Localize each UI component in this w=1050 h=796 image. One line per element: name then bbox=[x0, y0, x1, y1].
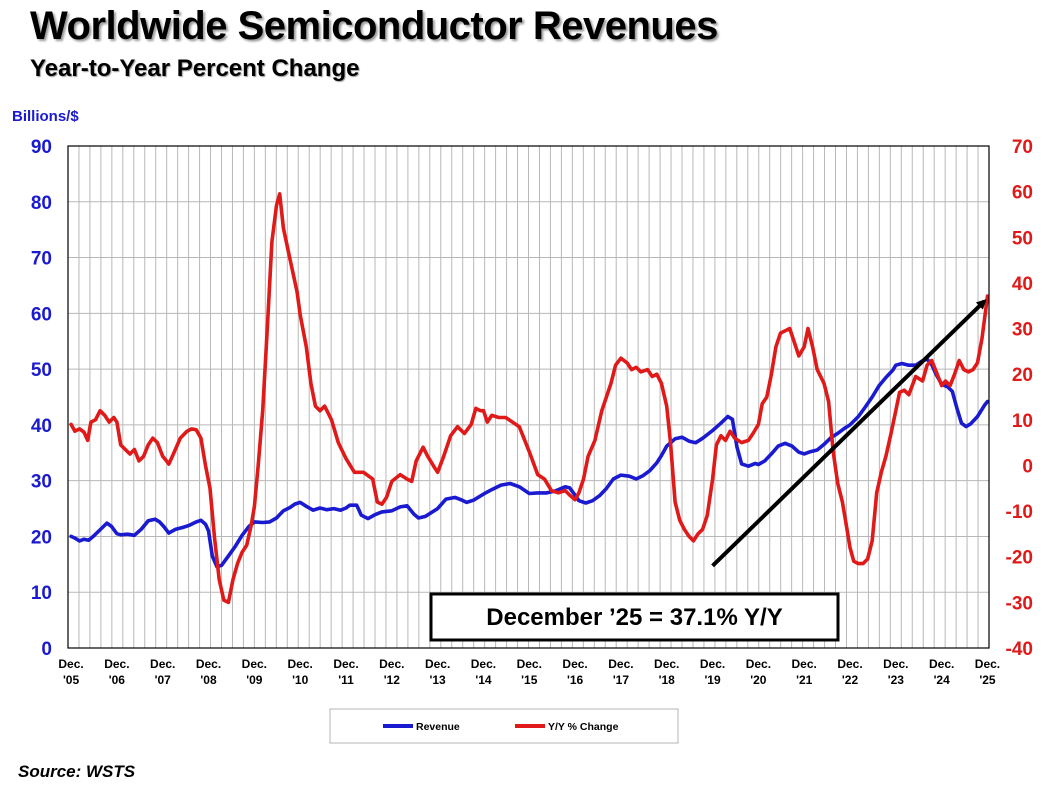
y-right-tick-label: 40 bbox=[1012, 274, 1033, 295]
x-tick-label: Dec. bbox=[58, 657, 83, 671]
x-tick-label: '14 bbox=[475, 673, 492, 687]
plot-frame bbox=[67, 145, 990, 649]
x-tick-label: '15 bbox=[521, 673, 538, 687]
trend-arrow bbox=[711, 299, 987, 568]
x-tick-label: '05 bbox=[63, 673, 80, 687]
x-tick-label: '16 bbox=[567, 673, 584, 687]
y-right-tick-label: 60 bbox=[1012, 183, 1033, 204]
x-tick-label: '09 bbox=[246, 673, 263, 687]
x-tick-label: '12 bbox=[384, 673, 401, 687]
y-right-tick-label: 50 bbox=[1012, 228, 1033, 249]
x-tick-label: '06 bbox=[109, 673, 126, 687]
x-tick-label: Dec. bbox=[883, 657, 908, 671]
x-tick-label: Dec. bbox=[792, 657, 817, 671]
x-tick-label: '19 bbox=[704, 673, 721, 687]
x-tick-label: Dec. bbox=[929, 657, 954, 671]
x-tick-label: '13 bbox=[430, 673, 447, 687]
x-tick-label: Dec. bbox=[746, 657, 771, 671]
x-tick-label: '08 bbox=[200, 673, 217, 687]
x-tick-label: '22 bbox=[842, 673, 859, 687]
y-right-tick-label: -40 bbox=[1006, 639, 1033, 660]
y-left-axis-label: Billions/$ bbox=[12, 108, 79, 125]
source-note: Source: WSTS bbox=[18, 762, 136, 781]
x-tick-label: Dec. bbox=[700, 657, 725, 671]
x-tick-label: '10 bbox=[292, 673, 309, 687]
y-left-tick-label: 80 bbox=[31, 193, 52, 214]
y-right-tick-label: 0 bbox=[1022, 456, 1033, 477]
y-left-tick-label: 50 bbox=[31, 360, 52, 381]
y-left-tick-label: 90 bbox=[31, 137, 52, 158]
x-tick-label: '21 bbox=[796, 673, 813, 687]
legend-label-yoy-change: Y/Y % Change bbox=[548, 721, 619, 733]
series-line-revenue bbox=[69, 357, 990, 569]
page-subtitle: Year-to-Year Percent Change bbox=[30, 55, 360, 82]
x-tick-label: Dec. bbox=[608, 657, 633, 671]
x-tick-label: Dec. bbox=[654, 657, 679, 671]
y-left-tick-label: 70 bbox=[31, 249, 52, 270]
annotation-text: December ’25 = 37.1% Y/Y bbox=[486, 604, 782, 631]
x-tick-label: Dec. bbox=[150, 657, 175, 671]
x-tick-label: Dec. bbox=[104, 657, 129, 671]
y-left-tick-label: 20 bbox=[31, 527, 52, 548]
annotation-box: December ’25 = 37.1% Y/Y bbox=[429, 592, 840, 642]
y-left-tick-label: 0 bbox=[41, 639, 52, 660]
y-left-tick-label: 30 bbox=[31, 472, 52, 493]
x-tick-label: '23 bbox=[888, 673, 905, 687]
x-tick-label: Dec. bbox=[287, 657, 312, 671]
y-right-tick-label: -10 bbox=[1006, 502, 1033, 523]
x-tick-label: Dec. bbox=[975, 657, 1000, 671]
y-right-tick-label: 70 bbox=[1012, 137, 1033, 158]
x-tick-label: '11 bbox=[338, 673, 354, 687]
page-title: Worldwide Semiconductor Revenues bbox=[30, 4, 718, 48]
x-tick-label: '17 bbox=[613, 673, 630, 687]
plot-grid bbox=[68, 146, 989, 648]
x-tick-label: '07 bbox=[155, 673, 172, 687]
axis-labels: 0 10 20 30 40 50 60 70 80 90 -40 -30 -20 -10 0 10 20 30 40… bbox=[31, 137, 1033, 687]
y-left-tick-label: 40 bbox=[31, 416, 52, 437]
y-right-tick-label: -20 bbox=[1006, 548, 1033, 569]
x-tick-label: '20 bbox=[750, 673, 767, 687]
x-tick-label: Dec. bbox=[471, 657, 496, 671]
x-tick-label: Dec. bbox=[242, 657, 267, 671]
x-tick-label: '24 bbox=[934, 673, 951, 687]
x-tick-label: Dec. bbox=[425, 657, 450, 671]
plot-series bbox=[69, 192, 990, 605]
x-tick-label: '18 bbox=[659, 673, 676, 687]
y-right-tick-label: 20 bbox=[1012, 365, 1033, 386]
series-line-y-y-change bbox=[69, 192, 990, 605]
x-tick-label: Dec. bbox=[196, 657, 221, 671]
x-tick-label: Dec. bbox=[379, 657, 404, 671]
legend: Revenue Y/Y % Change bbox=[329, 708, 679, 744]
y-right-tick-label: 30 bbox=[1012, 320, 1033, 341]
y-right-tick-label: -30 bbox=[1006, 593, 1033, 614]
x-tick-label: Dec. bbox=[517, 657, 542, 671]
legend-label-revenue: Revenue bbox=[416, 721, 460, 733]
y-left-tick-label: 10 bbox=[31, 583, 52, 604]
y-left-tick-label: 60 bbox=[31, 304, 52, 325]
x-tick-label: '25 bbox=[979, 673, 996, 687]
x-tick-label: Dec. bbox=[333, 657, 358, 671]
x-tick-label: Dec. bbox=[562, 657, 587, 671]
x-tick-label: Dec. bbox=[837, 657, 862, 671]
y-right-tick-label: 10 bbox=[1012, 411, 1033, 432]
